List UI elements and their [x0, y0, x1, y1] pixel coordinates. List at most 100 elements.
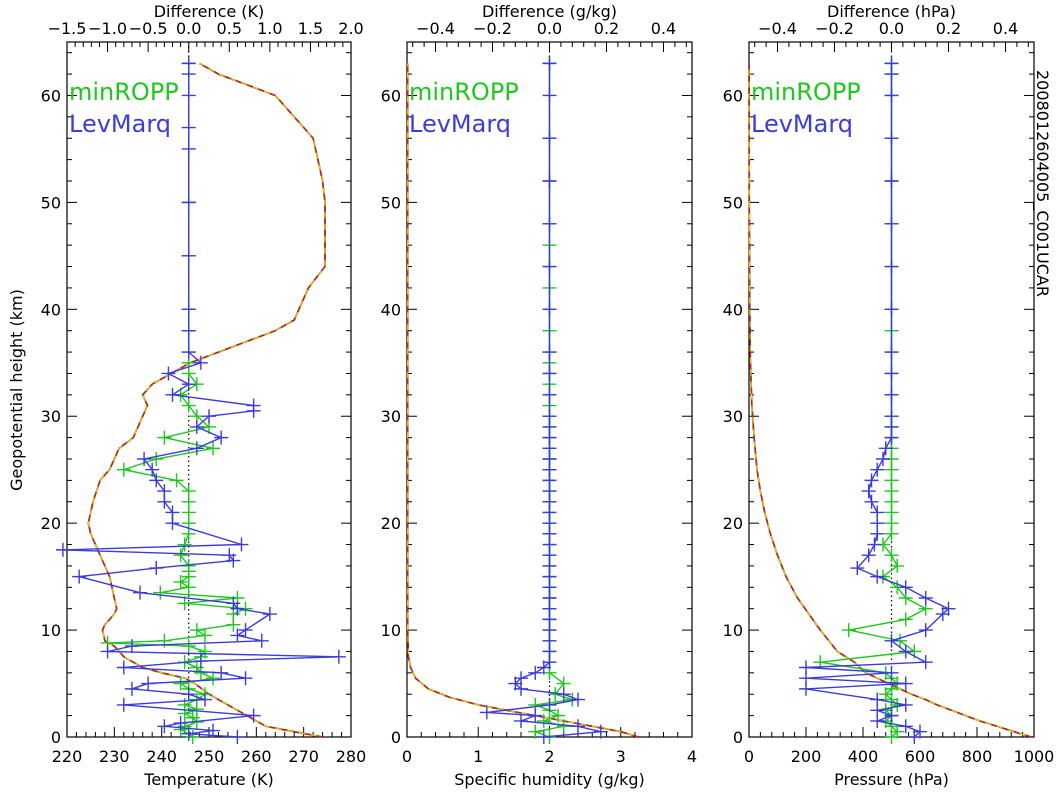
- data-point-levmarq: [898, 719, 913, 734]
- data-point-levmarq: [528, 665, 543, 680]
- x-tick-label: 0: [744, 747, 754, 766]
- data-point-minropp: [173, 574, 188, 589]
- data-point-levmarq: [193, 355, 208, 370]
- data-point-levmarq: [206, 723, 221, 738]
- y-tick-label: 40: [41, 300, 61, 319]
- data-point-levmarq: [884, 88, 899, 103]
- data-point-levmarq: [116, 697, 131, 712]
- data-point-levmarq: [238, 623, 253, 638]
- data-point-levmarq: [116, 660, 131, 675]
- data-point-levmarq: [181, 345, 196, 360]
- data-point-levmarq: [536, 730, 551, 744]
- y-tick-label: 50: [41, 193, 61, 212]
- y-tick-label: 40: [723, 300, 743, 319]
- y-tick-label: 30: [723, 407, 743, 426]
- data-point-levmarq: [145, 462, 160, 477]
- top-tick-label: −0.2: [473, 19, 512, 38]
- data-point-levmarq: [181, 323, 196, 338]
- data-point-levmarq: [542, 216, 557, 231]
- data-point-levmarq: [230, 628, 245, 643]
- x-tick-label: 260: [241, 747, 272, 766]
- x-tick-label: 280: [336, 747, 367, 766]
- y-tick-label: 0: [391, 728, 401, 747]
- x-tick-label: 4: [687, 747, 697, 766]
- data-point-levmarq: [149, 473, 164, 488]
- data-point-minropp: [197, 628, 212, 643]
- y-tick-label: 60: [41, 86, 61, 105]
- data-point-levmarq: [884, 56, 899, 71]
- data-point-levmarq: [542, 409, 557, 424]
- data-point-levmarq: [479, 705, 494, 720]
- y-tick-label: 20: [381, 514, 401, 533]
- profile-line-yellow: [407, 63, 639, 738]
- data-point-levmarq: [542, 131, 557, 146]
- x-tick-label: 230: [99, 747, 130, 766]
- top-tick-label: 0.0: [879, 19, 904, 38]
- data-point-levmarq: [542, 387, 557, 402]
- top-tick-label: −1.5: [48, 19, 87, 38]
- x-tick-label: 400: [848, 747, 879, 766]
- data-point-minropp: [206, 671, 221, 686]
- data-point-levmarq: [542, 345, 557, 360]
- top-tick-label: 0.0: [537, 19, 562, 38]
- top-tick-label: −0.4: [758, 19, 797, 38]
- data-point-minropp: [157, 430, 172, 445]
- x-tick-label: 0: [402, 747, 412, 766]
- data-point-levmarq: [202, 409, 216, 424]
- data-point-levmarq: [181, 88, 196, 103]
- x-tick-label: 200: [791, 747, 822, 766]
- top-tick-label: −0.5: [129, 19, 168, 38]
- data-point-minropp: [177, 596, 192, 611]
- data-point-levmarq: [884, 387, 899, 402]
- data-point-levmarq: [181, 687, 196, 702]
- data-point-levmarq: [571, 719, 585, 734]
- data-point-levmarq: [884, 665, 899, 680]
- top-axis-label: Difference (hPa): [827, 2, 956, 21]
- data-point-minropp: [189, 623, 204, 638]
- data-point-levmarq: [884, 345, 899, 360]
- data-point-levmarq: [884, 259, 899, 274]
- y-tick-label: 40: [381, 300, 401, 319]
- data-point-levmarq: [884, 409, 899, 424]
- data-point-levmarq: [878, 441, 893, 456]
- data-point-levmarq: [571, 692, 585, 707]
- y-tick-label: 10: [723, 621, 743, 640]
- data-point-minropp: [169, 473, 184, 488]
- data-point-levmarq: [181, 56, 196, 71]
- data-point-minropp: [898, 612, 913, 627]
- data-point-levmarq: [157, 719, 172, 734]
- data-point-levmarq: [181, 248, 196, 263]
- data-point-minropp: [890, 558, 905, 573]
- top-tick-label: 0.2: [936, 19, 961, 38]
- data-point-levmarq: [870, 569, 885, 584]
- data-point-levmarq: [593, 724, 608, 739]
- data-point-minropp: [153, 585, 168, 600]
- top-tick-label: −1.0: [88, 19, 127, 38]
- data-point-levmarq: [542, 302, 557, 317]
- x-axis-label: Pressure (hPa): [834, 770, 949, 789]
- top-tick-label: 0.0: [176, 19, 201, 38]
- data-point-levmarq: [189, 419, 204, 434]
- y-tick-label: 0: [733, 728, 743, 747]
- legend-levmarq: LevMarq: [751, 110, 853, 138]
- data-point-levmarq: [867, 537, 882, 552]
- data-point-levmarq: [141, 676, 156, 691]
- profile-line-red: [748, 63, 1032, 738]
- data-point-levmarq: [861, 548, 876, 563]
- data-point-minropp: [528, 724, 543, 739]
- data-point-levmarq: [161, 366, 176, 381]
- data-point-levmarq: [542, 697, 557, 712]
- data-point-levmarq: [884, 131, 899, 146]
- data-point-levmarq: [197, 692, 212, 707]
- profile-line-yellow: [87, 62, 326, 738]
- y-tick-label: 30: [41, 407, 61, 426]
- data-point-levmarq: [884, 708, 899, 723]
- panel-2: 0 1 2 3 4 −0.4 −0.2 0.0 0.2 0.4 0 10 20 30 40 50 60 Speci…: [381, 2, 697, 789]
- top-tick-label: 0.5: [217, 19, 242, 38]
- data-point-levmarq: [941, 601, 956, 616]
- data-point-levmarq: [157, 484, 172, 499]
- data-point-levmarq: [864, 473, 879, 488]
- data-point-levmarq: [918, 623, 933, 638]
- x-tick-label: 1: [473, 747, 483, 766]
- data-point-minropp: [884, 548, 899, 563]
